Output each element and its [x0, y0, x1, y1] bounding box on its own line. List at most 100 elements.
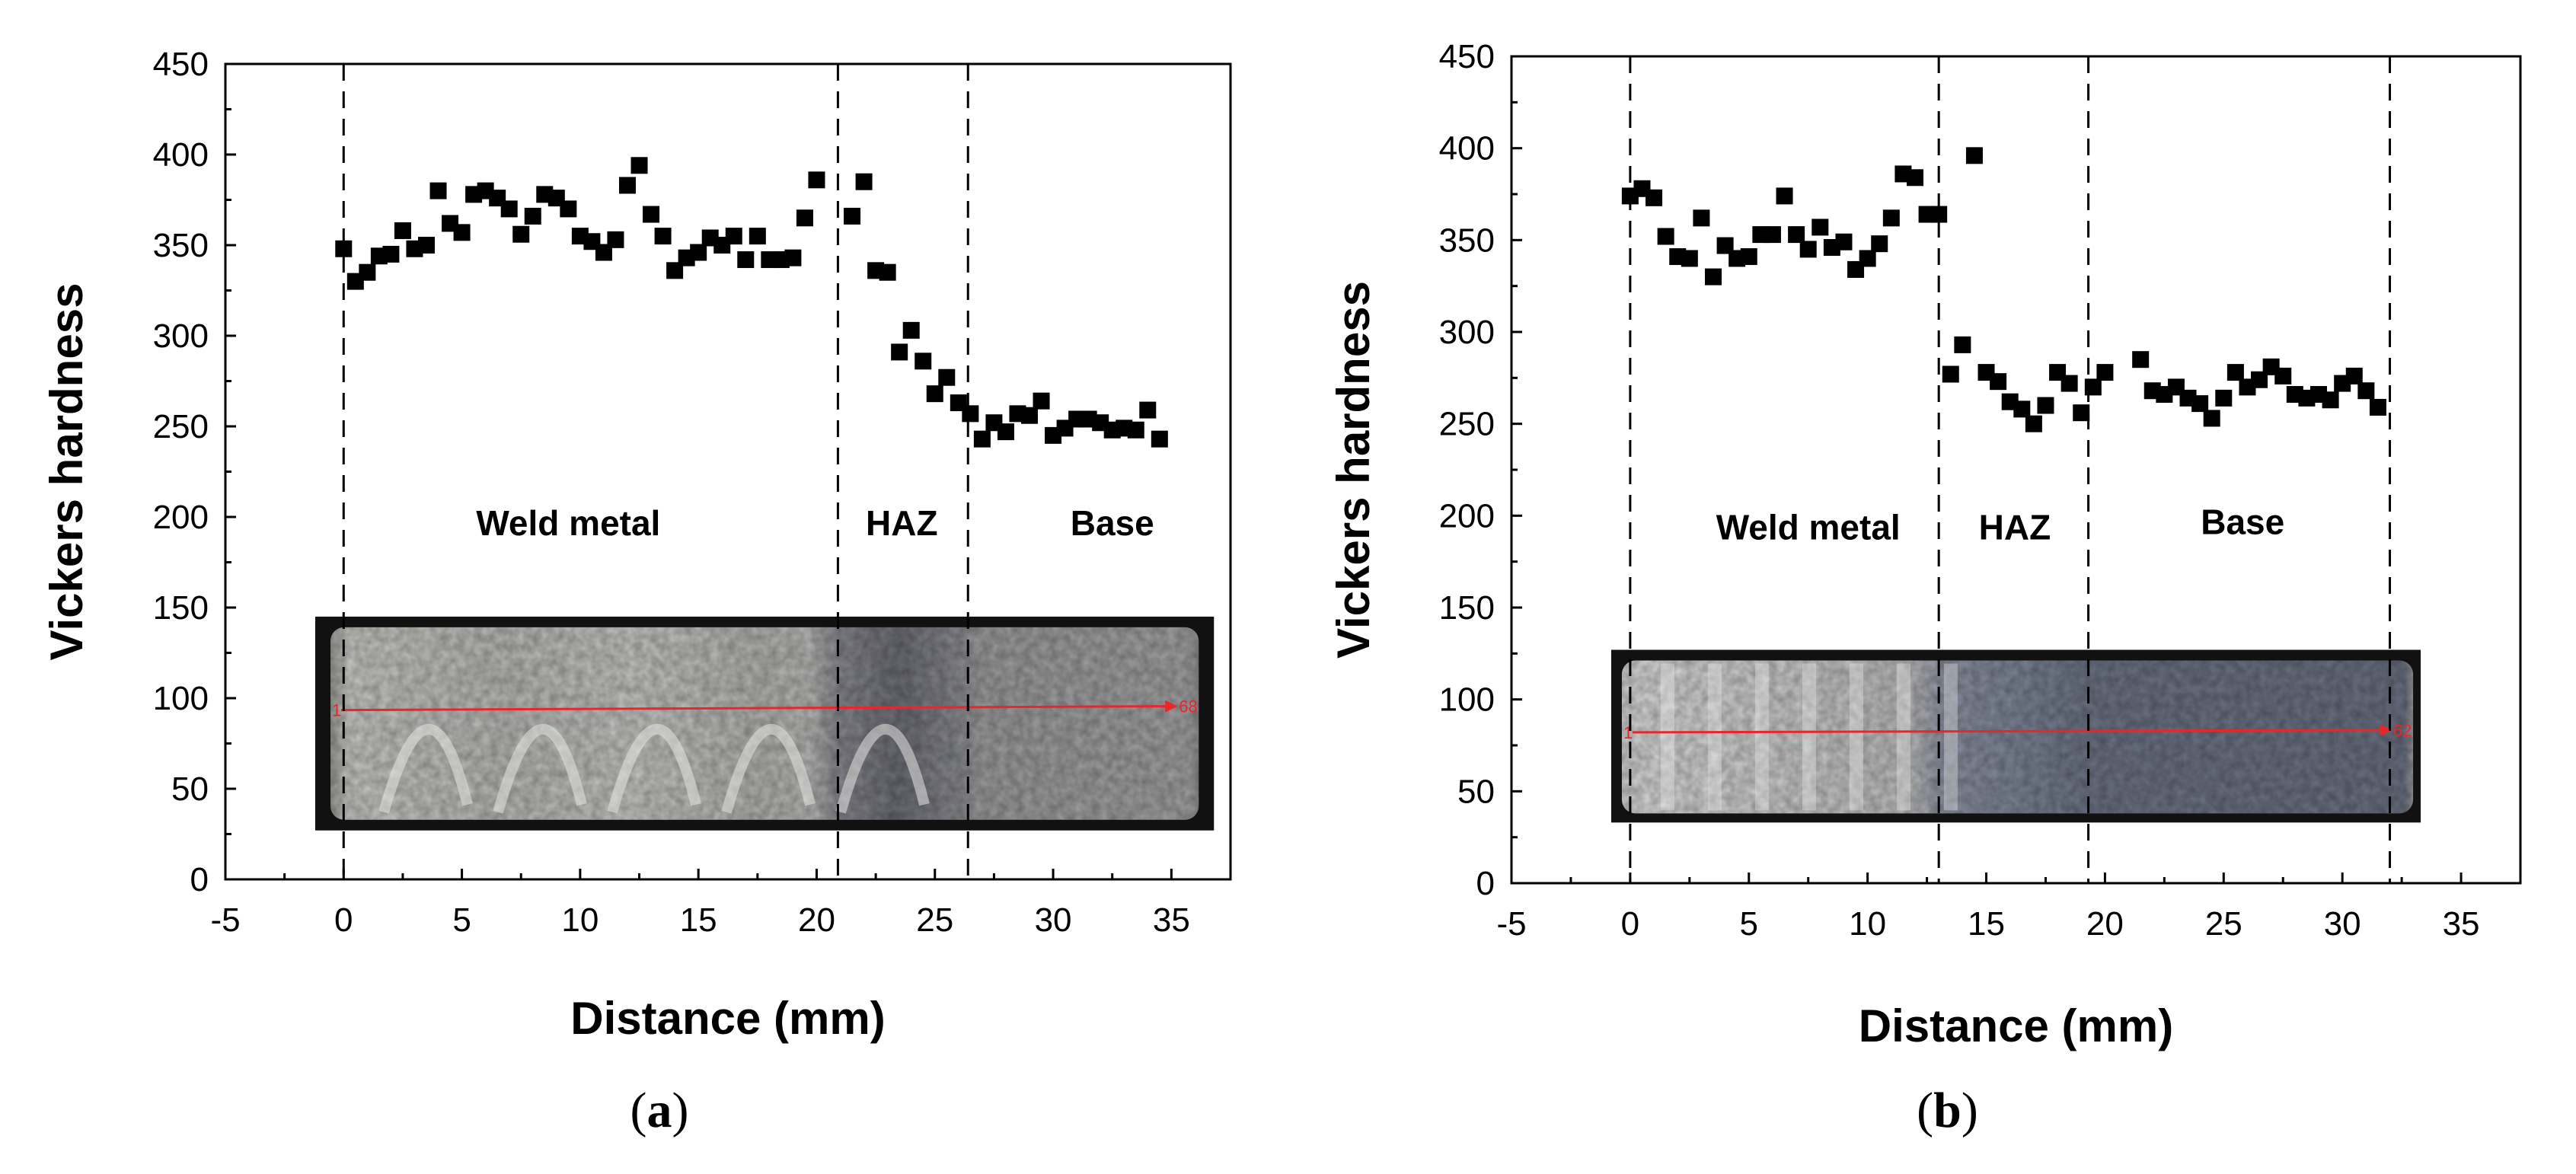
measurement-arrowhead: [2380, 723, 2392, 736]
x-tick-label: 25: [916, 901, 953, 939]
data-point: [2369, 398, 2386, 416]
x-tick-label: 20: [2086, 905, 2124, 943]
data-point: [2132, 351, 2150, 368]
data-point: [891, 343, 908, 361]
region-label: Weld metal: [476, 503, 660, 543]
data-point: [855, 173, 873, 190]
data-point: [666, 262, 684, 279]
y-tick-label: 350: [1439, 222, 1495, 259]
measurement-line: [1632, 729, 2383, 734]
data-point: [2013, 400, 2031, 418]
data-point: [453, 224, 471, 241]
x-tick-label: 15: [1968, 905, 2005, 943]
chart-panel-a: 1 68 0 50 100 150 200 250 300 350 400 450 -5 0 5 10 15 20…: [0, 0, 1287, 1174]
data-point: [524, 207, 541, 225]
y-axis-title: Vickers hardness: [1328, 281, 1379, 659]
weld-bead: [378, 723, 473, 814]
data-point: [737, 251, 755, 269]
y-tick-label: 200: [153, 499, 209, 536]
region-label: HAZ: [866, 503, 938, 543]
data-point: [1657, 228, 1674, 245]
data-point: [749, 228, 766, 245]
data-point: [973, 430, 991, 448]
x-tick-label: 10: [561, 901, 599, 939]
data-point: [607, 231, 624, 248]
measurement-line: [341, 705, 1169, 712]
data-point: [879, 263, 896, 281]
x-tick-label: -5: [210, 901, 240, 939]
data-point: [844, 207, 861, 225]
data-point: [1907, 169, 1923, 187]
y-tick-label: 300: [153, 317, 209, 355]
data-point: [2096, 364, 2114, 381]
x-tick-label: 30: [2324, 905, 2361, 943]
subfigure-label: (b): [1917, 1083, 1978, 1138]
data-point: [643, 206, 660, 223]
data-point: [796, 209, 813, 227]
data-point: [1151, 430, 1168, 448]
y-tick-label: 350: [153, 227, 209, 264]
data-point: [1740, 248, 1757, 266]
data-point: [1693, 209, 1710, 227]
y-axis-title: Vickers hardness: [41, 283, 92, 661]
data-point: [2226, 364, 2244, 381]
y-tick-label: 100: [1439, 681, 1495, 719]
data-point: [654, 228, 672, 245]
data-point: [394, 222, 411, 239]
measurement-arrowhead: [1165, 700, 1178, 713]
y-tick-label: 50: [171, 770, 209, 808]
data-point: [2203, 410, 2220, 427]
data-point: [630, 157, 648, 174]
data-point: [1930, 206, 1948, 223]
x-tick-label: 5: [452, 901, 471, 939]
subfigure-label: (a): [630, 1083, 689, 1138]
x-tick-label: 0: [1621, 905, 1639, 943]
data-point: [1021, 407, 1038, 424]
data-point: [690, 244, 707, 261]
data-point: [2345, 367, 2363, 384]
region-label: Base: [2201, 502, 2284, 541]
data-point: [1681, 250, 1698, 267]
data-point: [2357, 382, 2375, 400]
data-point: [1811, 219, 1829, 236]
y-tick-label: 200: [1439, 497, 1495, 534]
data-point: [1764, 226, 1781, 244]
region-label: Weld metal: [1716, 508, 1901, 547]
y-tick-label: 0: [1476, 865, 1495, 902]
data-point: [902, 321, 920, 339]
data-point: [1705, 268, 1722, 286]
data-point: [2060, 375, 2078, 392]
data-point: [1954, 336, 1971, 353]
data-point: [1788, 226, 1805, 244]
inset-point-end: 68: [1179, 697, 1197, 716]
data-point: [1139, 401, 1157, 419]
data-point: [1716, 237, 1734, 254]
y-tick-label: 400: [1439, 130, 1495, 167]
data-point: [2084, 378, 2102, 396]
data-point: [335, 240, 353, 257]
data-point: [619, 177, 636, 194]
weld-bead: [493, 723, 587, 814]
x-tick-label: -5: [1496, 905, 1526, 943]
data-point: [382, 245, 400, 263]
data-point: [1033, 392, 1050, 410]
chart-panel-b: 1 62 0 50 100 150 200 250 300 350 400 450 -5 0 5 10 15 20…: [1287, 0, 2576, 1174]
weld-bead: [835, 723, 930, 814]
data-point: [938, 368, 956, 386]
y-tick-label: 250: [1439, 406, 1495, 443]
data-point: [359, 263, 376, 281]
data-point: [962, 405, 979, 423]
data-point: [1990, 373, 2007, 391]
y-tick-label: 50: [1457, 773, 1495, 810]
y-tick-label: 0: [190, 861, 209, 898]
x-tick-label: 30: [1035, 901, 1072, 939]
x-tick-label: 35: [2443, 905, 2480, 943]
data-point: [725, 228, 742, 245]
y-tick-label: 150: [1439, 589, 1495, 627]
data-point: [2025, 415, 2042, 432]
data-point: [2251, 371, 2268, 388]
y-tick-label: 100: [153, 680, 209, 717]
x-axis-title: Distance (mm): [1859, 1000, 2173, 1051]
data-point: [2274, 367, 2292, 384]
